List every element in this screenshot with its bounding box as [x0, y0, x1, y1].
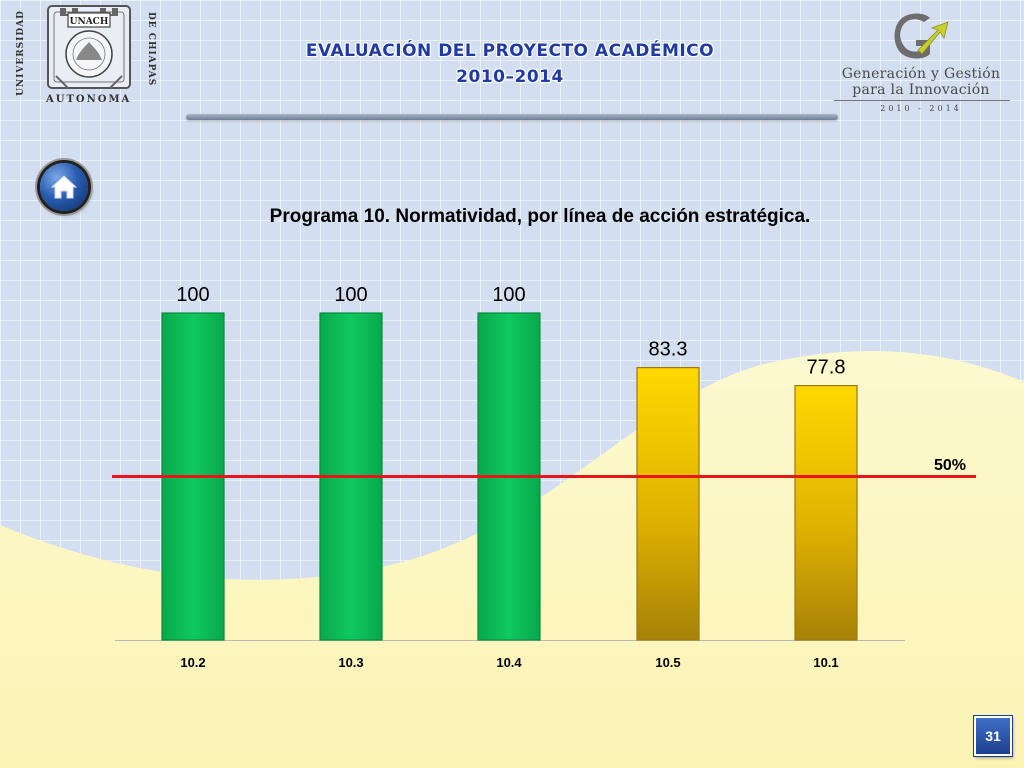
gg-arrow-icon	[894, 13, 949, 59]
gg-years: 2010 - 2014	[880, 104, 962, 113]
reference-line-label: 50%	[934, 457, 967, 474]
data-label-10.1: 77.8	[807, 357, 846, 379]
data-label-10.3: 100	[334, 284, 367, 306]
home-icon	[50, 175, 78, 199]
page-title: EVALUACIÓN DEL PROYECTO ACADÉMICO 2010–2…	[230, 38, 790, 90]
gg-name-line2: para la Innovación	[852, 82, 990, 98]
page-number[interactable]: 31	[974, 716, 1012, 756]
title-divider	[186, 114, 838, 120]
x-tick-label-10.2: 10.2	[180, 655, 205, 670]
title-line-2: 2010–2014	[456, 67, 564, 87]
unach-logo: UNACH UNIVERSIDAD DE CHIAPAS AUTONOMA	[16, 4, 158, 106]
x-tick-label-10.5: 10.5	[655, 655, 680, 670]
title-line-1: EVALUACIÓN DEL PROYECTO ACADÉMICO	[305, 41, 715, 61]
gg-name-line1: Generación y Gestión	[841, 66, 1001, 82]
chart-title: Programa 10. Normatividad, por línea de …	[269, 206, 811, 227]
data-label-10.2: 100	[176, 284, 209, 306]
x-tick-label-10.4: 10.4	[496, 655, 522, 670]
unach-right-text: DE CHIAPAS	[146, 12, 156, 87]
gg-divider	[834, 100, 1010, 101]
data-label-10.5: 83.3	[649, 339, 688, 361]
data-label-10.4: 100	[492, 284, 525, 306]
unach-bottom-text: AUTONOMA	[46, 94, 132, 105]
x-tick-label-10.3: 10.3	[338, 655, 363, 670]
bar-10.5	[636, 367, 700, 641]
svg-text:UNACH: UNACH	[70, 17, 109, 27]
bar-10.1	[794, 384, 858, 641]
home-button[interactable]	[40, 163, 88, 211]
generacion-gestion-logo: Generación y Gestión para la Innovación …	[828, 10, 1014, 113]
x-tick-label-10.1: 10.1	[813, 655, 838, 670]
plot-area: 100 10.2 100 10.3 100 10.4 83.3 10.5 77.8 10.1	[112, 284, 976, 670]
